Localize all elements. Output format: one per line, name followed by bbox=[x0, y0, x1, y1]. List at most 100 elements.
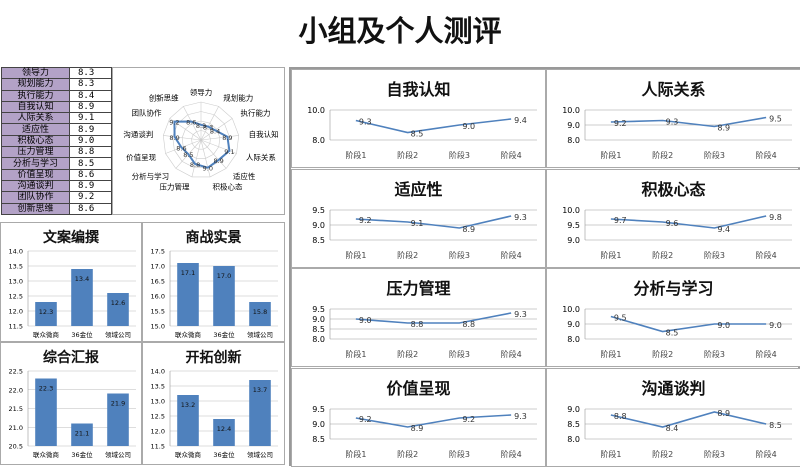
y-tick-label: 17.5 bbox=[151, 248, 165, 256]
page-title: 小组及个人测评 bbox=[298, 14, 502, 48]
line-data-label: 9.2 bbox=[462, 415, 475, 424]
radar-axis-label: 人际关系 bbox=[246, 152, 276, 162]
skill-score: 8.6 bbox=[69, 202, 112, 215]
skill-score: 8.8 bbox=[69, 146, 112, 159]
radar-axis-label: 自我认知 bbox=[249, 129, 279, 139]
bar bbox=[35, 302, 57, 326]
y-tick-label: 8.5 bbox=[567, 420, 580, 429]
line-data-label: 9.2 bbox=[359, 415, 372, 424]
line-data-label: 8.8 bbox=[614, 412, 627, 421]
radar-data-label: 8.3 bbox=[203, 124, 213, 132]
x-tick-label: 领域公司 bbox=[247, 450, 273, 459]
line-chart-panel: 人际关系 10.0 9.0 8.0 9.2 阶段1 9.3 阶段2 8.9 阶段3 9.5 阶段4 bbox=[546, 69, 800, 168]
y-tick-label: 16.5 bbox=[151, 278, 165, 286]
line-series bbox=[610, 214, 767, 229]
y-tick-label: 9.0 bbox=[567, 121, 580, 130]
x-tick-label: 阶段2 bbox=[652, 150, 673, 160]
line-chart: 10.0 9.0 8.0 9.5 阶段1 8.5 阶段2 9.0 阶段3 9.0 阶段4 bbox=[562, 305, 792, 359]
line-data-label: 9.5 bbox=[614, 314, 627, 323]
skill-label: 适应性 bbox=[1, 123, 70, 136]
y-tick-label: 8.0 bbox=[567, 136, 580, 145]
line-data-label: 8.9 bbox=[717, 409, 730, 418]
x-tick-label: 阶段4 bbox=[501, 250, 522, 260]
y-tick-label: 13.5 bbox=[151, 383, 165, 391]
skill-score: 9.0 bbox=[69, 134, 112, 148]
table-row: 执行能力 8.4 bbox=[1, 89, 112, 102]
y-tick-label: 8.0 bbox=[312, 136, 325, 145]
bar-data-label: 12.3 bbox=[39, 308, 53, 316]
skill-label: 价值呈现 bbox=[1, 168, 70, 181]
line-chart-panel: 积极心态 10.0 9.5 9.0 9.7 阶段1 9.6 阶段2 9.4 阶段3 9.8 阶段4 bbox=[546, 168, 800, 268]
x-tick-label: 联众微商 bbox=[33, 450, 60, 459]
radar-data-label: 8.9 bbox=[213, 157, 223, 165]
radar-spoke bbox=[165, 139, 202, 154]
y-tick-label: 8.5 bbox=[312, 236, 325, 245]
table-row: 领导力 8.3 bbox=[1, 66, 112, 80]
line-series bbox=[355, 413, 512, 428]
line-data-label: 9.3 bbox=[514, 213, 527, 222]
x-tick-label: 36金位 bbox=[213, 450, 235, 459]
table-row: 适应性 8.9 bbox=[1, 123, 112, 136]
radar-data-label: 8.3 bbox=[196, 122, 206, 130]
x-tick-label: 36金位 bbox=[213, 330, 235, 339]
x-tick-label: 联众微商 bbox=[175, 450, 202, 459]
x-tick-label: 领域公司 bbox=[105, 450, 131, 459]
radar-axis-label: 分析与学习 bbox=[132, 171, 170, 181]
y-tick-label: 9.0 bbox=[312, 420, 325, 429]
radar-gridline bbox=[172, 111, 230, 168]
bar-chart-panel: 开拓创新 14.0 13.5 13.0 12.5 12.0 11.5 13.2 联众微商 12.4… bbox=[142, 342, 285, 465]
line-data-label: 8.9 bbox=[717, 124, 730, 133]
x-tick-label: 阶段1 bbox=[345, 250, 366, 260]
line-data-label: 9.3 bbox=[666, 118, 679, 127]
line-data-label: 9.3 bbox=[514, 412, 527, 421]
chart-title: 商战实景 bbox=[185, 230, 242, 246]
skill-label: 自我认知 bbox=[1, 100, 70, 114]
line-data-label: 8.5 bbox=[666, 329, 679, 338]
bar-data-label: 12.6 bbox=[111, 299, 125, 307]
y-tick-label: 8.0 bbox=[312, 335, 325, 344]
y-tick-label: 14.0 bbox=[9, 248, 23, 256]
radar-axis-label: 适应性 bbox=[233, 171, 256, 181]
chart-title: 开拓创新 bbox=[185, 350, 242, 366]
y-tick-label: 15.5 bbox=[151, 308, 165, 316]
line-data-label: 9.1 bbox=[411, 219, 424, 228]
line-data-label: 9.2 bbox=[359, 216, 372, 225]
y-tick-label: 10.0 bbox=[562, 206, 580, 215]
line-chart-panel: 压力管理 9.5 9.0 8.5 8.0 9.0 阶段1 8.8 阶段2 8.8 阶段3 9.3 阶段4 bbox=[291, 268, 546, 367]
skill-label: 团队协作 bbox=[1, 191, 70, 204]
line-data-label: 9.5 bbox=[769, 115, 782, 124]
x-tick-label: 领域公司 bbox=[247, 330, 273, 339]
radar-data-label: 8.4 bbox=[210, 127, 220, 135]
skill-label: 分析与学习 bbox=[1, 157, 70, 170]
y-tick-label: 9.0 bbox=[567, 320, 580, 329]
y-tick-label: 11.5 bbox=[151, 443, 165, 451]
bar bbox=[177, 395, 199, 446]
table-row: 分析与学习 8.5 bbox=[1, 157, 112, 170]
line-data-label: 8.8 bbox=[462, 320, 475, 329]
y-tick-label: 9.5 bbox=[567, 221, 580, 230]
radar-data-label: 9.2 bbox=[169, 119, 179, 127]
x-tick-label: 阶段2 bbox=[397, 349, 418, 359]
radar-axis-label: 创新思维 bbox=[149, 92, 179, 102]
y-tick-label: 21.5 bbox=[9, 405, 23, 413]
line-data-label: 8.9 bbox=[411, 424, 424, 433]
radar-spoke bbox=[200, 139, 211, 177]
y-tick-label: 17.0 bbox=[151, 263, 165, 271]
x-tick-label: 阶段1 bbox=[600, 250, 621, 260]
line-chart: 10.0 9.5 9.0 9.7 阶段1 9.6 阶段2 9.4 阶段3 9.8 阶段4 bbox=[562, 206, 792, 260]
table-row: 团队协作 9.2 bbox=[1, 191, 112, 204]
radar-data-label: 8.8 bbox=[190, 161, 200, 169]
line-series bbox=[355, 214, 512, 229]
line-series bbox=[610, 410, 767, 428]
bar-data-label: 12.4 bbox=[217, 425, 231, 433]
x-tick-label: 阶段1 bbox=[600, 150, 621, 160]
bar-data-label: 13.2 bbox=[181, 401, 195, 409]
x-tick-label: 36金位 bbox=[71, 330, 93, 339]
x-tick-label: 阶段4 bbox=[501, 349, 522, 359]
y-tick-label: 13.0 bbox=[151, 398, 165, 406]
table-row: 价值呈现 8.6 bbox=[1, 168, 112, 181]
table-row: 积极心态 9.0 bbox=[1, 134, 112, 148]
skill-label: 人际关系 bbox=[1, 112, 70, 125]
skill-label: 创新思维 bbox=[1, 202, 70, 215]
x-tick-label: 阶段1 bbox=[600, 449, 621, 459]
